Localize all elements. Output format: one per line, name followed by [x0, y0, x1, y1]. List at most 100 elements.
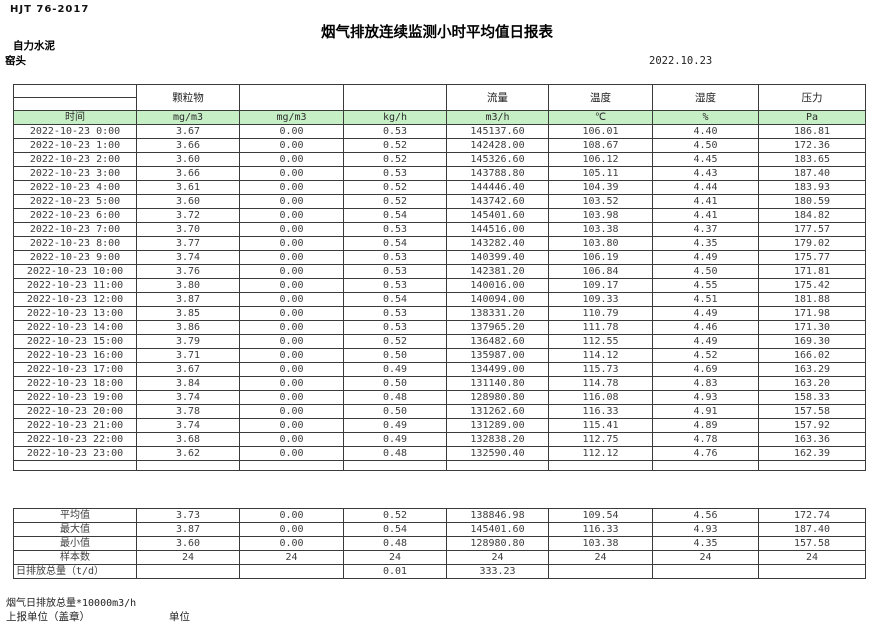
- summary-row: 日排放总量（t/d） 0.01 333.23: [13, 564, 866, 579]
- value-cell: 116.33: [548, 404, 653, 419]
- reporting-unit-label: 上报单位（盖章）: [6, 611, 90, 623]
- value-cell: 106.12: [548, 152, 653, 167]
- summary-value-cell: [758, 564, 866, 579]
- empty-header-cell: [343, 84, 447, 111]
- hourly-data-row: 2022-10-23 21:00 3.74 0.00 0.49 131289.00 115…: [13, 418, 866, 433]
- value-cell: 0.00: [239, 404, 344, 419]
- summary-label-cell: 平均值: [13, 508, 137, 523]
- value-cell: 134499.00: [446, 362, 549, 377]
- value-cell: 171.98: [758, 306, 866, 321]
- summary-value-cell: 24: [758, 550, 866, 565]
- value-cell: 3.70: [136, 222, 240, 237]
- value-cell: 0.52: [343, 180, 447, 195]
- value-cell: 111.78: [548, 320, 653, 335]
- group-header-cell: 颗粒物: [136, 84, 240, 111]
- summary-value-cell: 128980.80: [446, 536, 549, 551]
- hourly-data-row: 2022-10-23 8:00 3.77 0.00 0.54 143282.40 103.…: [13, 236, 866, 251]
- value-cell: 3.87: [136, 292, 240, 307]
- value-cell: 145137.60: [446, 124, 549, 139]
- corner-cell: [13, 84, 137, 98]
- value-cell: 0.00: [239, 180, 344, 195]
- value-cell: 4.41: [652, 194, 759, 209]
- hourly-data-row: 2022-10-23 22:00 3.68 0.00 0.49 132838.20 112…: [13, 432, 866, 447]
- group-header-cell: 流量: [446, 84, 549, 111]
- value-cell: 183.93: [758, 180, 866, 195]
- summary-value-cell: 0.01: [343, 564, 447, 579]
- summary-value-cell: 0.54: [343, 522, 447, 537]
- report-date: 2022.10.23: [649, 55, 713, 67]
- value-cell: 181.88: [758, 292, 866, 307]
- time-cell: 2022-10-23 9:00: [13, 250, 137, 265]
- value-cell: 4.93: [652, 390, 759, 405]
- summary-value-cell: 4.35: [652, 536, 759, 551]
- summary-value-cell: 24: [136, 550, 240, 565]
- value-cell: 103.98: [548, 208, 653, 223]
- value-cell: 0.48: [343, 390, 447, 405]
- value-cell: 4.52: [652, 348, 759, 363]
- summary-value-cell: 145401.60: [446, 522, 549, 537]
- empty-cell: [652, 460, 759, 471]
- value-cell: 3.60: [136, 152, 240, 167]
- value-cell: 4.37: [652, 222, 759, 237]
- summary-value-cell: 3.73: [136, 508, 240, 523]
- value-cell: 0.00: [239, 446, 344, 461]
- value-cell: 104.39: [548, 180, 653, 195]
- value-cell: 3.86: [136, 320, 240, 335]
- hourly-data-row: 2022-10-23 12:00 3.87 0.00 0.54 140094.00 109…: [13, 292, 866, 307]
- value-cell: 115.73: [548, 362, 653, 377]
- hourly-data-row: 2022-10-23 15:00 3.79 0.00 0.52 136482.60 112…: [13, 334, 866, 349]
- value-cell: 183.65: [758, 152, 866, 167]
- summary-value-cell: [136, 564, 240, 579]
- value-cell: 186.81: [758, 124, 866, 139]
- summary-label-cell: 日排放总量（t/d）: [13, 564, 137, 579]
- empty-cell: [548, 460, 653, 471]
- value-cell: 0.53: [343, 250, 447, 265]
- hourly-data-row: 2022-10-23 5:00 3.60 0.00 0.52 143742.60 103.…: [13, 194, 866, 209]
- summary-value-cell: 3.87: [136, 522, 240, 537]
- time-cell: 2022-10-23 12:00: [13, 292, 137, 307]
- value-cell: 3.78: [136, 404, 240, 419]
- time-cell: 2022-10-23 17:00: [13, 362, 137, 377]
- value-cell: 105.11: [548, 166, 653, 181]
- value-cell: 3.76: [136, 264, 240, 279]
- value-cell: 0.00: [239, 376, 344, 391]
- value-cell: 0.52: [343, 194, 447, 209]
- summary-value-cell: 0.48: [343, 536, 447, 551]
- value-cell: 110.79: [548, 306, 653, 321]
- hourly-data-row: 2022-10-23 18:00 3.84 0.00 0.50 131140.80 114…: [13, 376, 866, 391]
- time-cell: 2022-10-23 2:00: [13, 152, 137, 167]
- value-cell: 0.00: [239, 250, 344, 265]
- value-cell: 0.53: [343, 306, 447, 321]
- hourly-data-row: 2022-10-23 9:00 3.74 0.00 0.53 140399.40 106.…: [13, 250, 866, 265]
- value-cell: 177.57: [758, 222, 866, 237]
- value-cell: 3.66: [136, 138, 240, 153]
- empty-cell: [13, 460, 137, 471]
- value-cell: 144446.40: [446, 180, 549, 195]
- empty-cell: [343, 460, 447, 471]
- time-cell: 2022-10-23 20:00: [13, 404, 137, 419]
- value-cell: 3.62: [136, 446, 240, 461]
- unit-cell: Pa: [758, 110, 866, 125]
- value-cell: 114.78: [548, 376, 653, 391]
- value-cell: 4.41: [652, 208, 759, 223]
- value-cell: 3.79: [136, 334, 240, 349]
- value-cell: 0.00: [239, 222, 344, 237]
- value-cell: 3.67: [136, 124, 240, 139]
- value-cell: 108.67: [548, 138, 653, 153]
- value-cell: 4.35: [652, 236, 759, 251]
- value-cell: 0.00: [239, 418, 344, 433]
- value-cell: 3.66: [136, 166, 240, 181]
- hourly-data-row: 2022-10-23 16:00 3.71 0.00 0.50 135987.00 114…: [13, 348, 866, 363]
- company-name: 自力水泥: [13, 40, 55, 52]
- summary-value-cell: [239, 564, 344, 579]
- value-cell: 4.89: [652, 418, 759, 433]
- value-cell: 4.78: [652, 432, 759, 447]
- time-cell: 2022-10-23 0:00: [13, 124, 137, 139]
- value-cell: 143742.60: [446, 194, 549, 209]
- value-cell: 3.74: [136, 250, 240, 265]
- value-cell: 0.00: [239, 348, 344, 363]
- summary-value-cell: 109.54: [548, 508, 653, 523]
- value-cell: 4.44: [652, 180, 759, 195]
- hourly-data-row: 2022-10-23 0:00 3.67 0.00 0.53 145137.60 106.…: [13, 124, 866, 139]
- value-cell: 140016.00: [446, 278, 549, 293]
